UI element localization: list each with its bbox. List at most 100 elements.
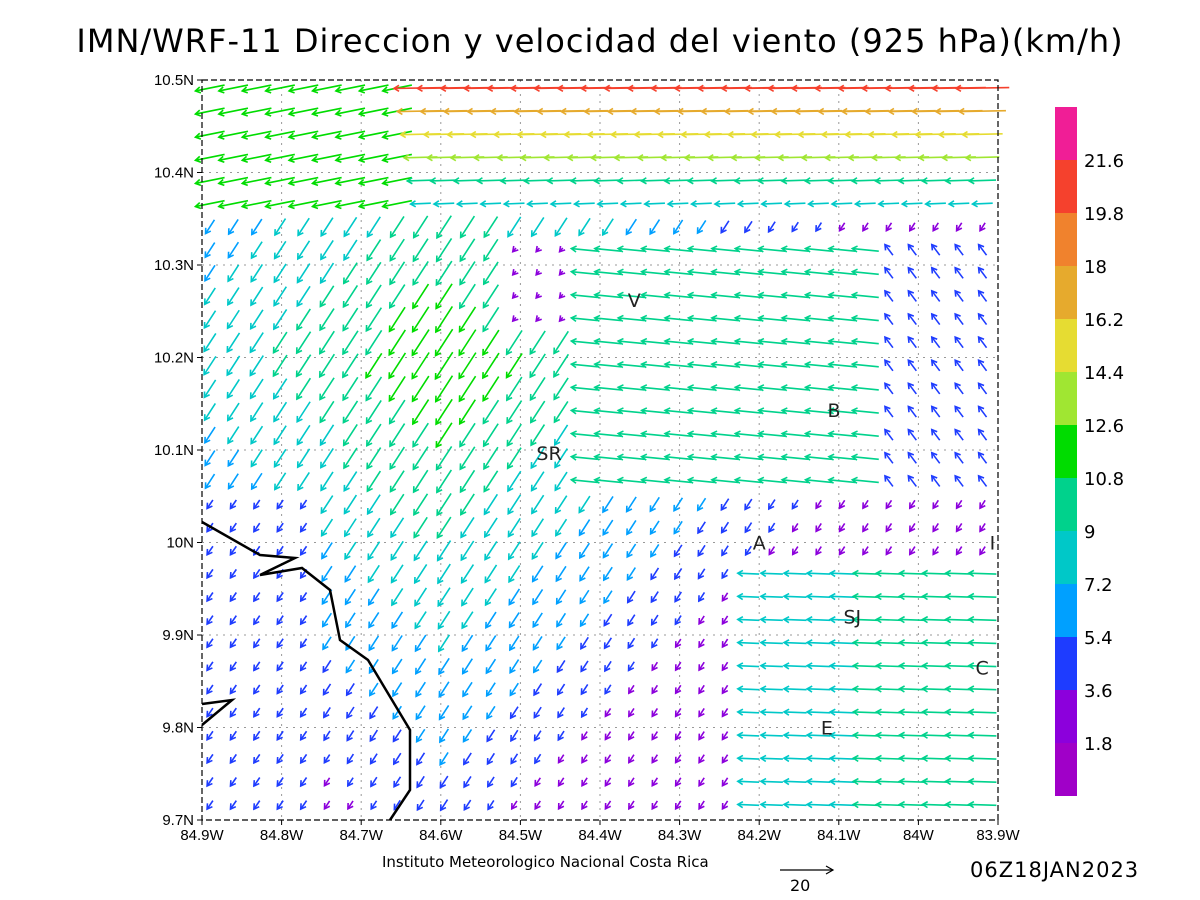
wind-vector bbox=[203, 287, 216, 306]
wind-vector bbox=[897, 685, 926, 693]
wind-vector bbox=[381, 176, 413, 187]
wind-vector bbox=[640, 268, 669, 276]
wind-vector bbox=[616, 337, 645, 346]
wind-vector bbox=[484, 540, 498, 561]
wind-vector bbox=[954, 451, 964, 464]
wind-vector bbox=[759, 639, 783, 647]
wind-vector bbox=[827, 407, 856, 415]
wind-vector bbox=[616, 291, 645, 299]
wind-vector bbox=[250, 425, 264, 445]
wind-vector bbox=[484, 564, 498, 584]
wind-vector bbox=[744, 220, 753, 234]
wind-vector bbox=[253, 615, 261, 626]
wind-vector bbox=[897, 800, 926, 809]
wind-vector bbox=[439, 752, 449, 767]
wind-vector bbox=[343, 518, 357, 538]
wind-vector bbox=[651, 684, 659, 695]
wind-vector bbox=[780, 407, 809, 415]
wind-vector bbox=[733, 177, 762, 185]
wind-vector bbox=[827, 384, 856, 392]
wind-vector bbox=[429, 177, 458, 185]
wind-vector bbox=[436, 540, 452, 562]
wind-vector bbox=[663, 245, 692, 253]
wind-vector bbox=[639, 177, 669, 185]
wind-vector bbox=[967, 754, 997, 763]
wind-vector bbox=[508, 588, 521, 606]
wind-vector bbox=[226, 332, 241, 354]
colorbar-swatch bbox=[1055, 531, 1077, 584]
wind-vector bbox=[435, 283, 453, 310]
wind-vector bbox=[721, 707, 729, 718]
wind-vector bbox=[226, 355, 241, 377]
wind-vector bbox=[452, 177, 481, 185]
wind-vector bbox=[954, 405, 964, 418]
wind-vector bbox=[944, 800, 973, 809]
wind-vector bbox=[253, 777, 261, 788]
wind-vector bbox=[459, 446, 476, 471]
wind-vector bbox=[803, 360, 833, 369]
wind-vector bbox=[885, 522, 893, 533]
wind-vector bbox=[557, 707, 565, 719]
wind-vector bbox=[640, 430, 669, 438]
wind-vector bbox=[206, 499, 214, 510]
wind-vector bbox=[413, 563, 428, 585]
wind-vector bbox=[710, 476, 739, 484]
wind-vector bbox=[227, 219, 239, 236]
wind-vector bbox=[736, 708, 760, 716]
wind-vector bbox=[640, 453, 669, 461]
wind-vector bbox=[206, 730, 214, 742]
wind-vector bbox=[674, 661, 682, 672]
wind-vector bbox=[581, 754, 588, 764]
wind-vector bbox=[907, 405, 917, 418]
wind-vector bbox=[299, 753, 308, 765]
wind-vector bbox=[555, 565, 567, 583]
wind-vector bbox=[979, 546, 986, 556]
wind-vector bbox=[549, 200, 572, 208]
wind-vector bbox=[710, 291, 739, 299]
wind-vector bbox=[853, 200, 876, 208]
wind-vector bbox=[649, 520, 660, 536]
wind-vector bbox=[413, 493, 429, 517]
wind-vector bbox=[977, 312, 988, 326]
wind-vector bbox=[483, 216, 499, 239]
wind-vector bbox=[930, 358, 941, 372]
wind-vector bbox=[321, 565, 333, 583]
wind-vector bbox=[482, 284, 500, 309]
wind-vector bbox=[736, 662, 760, 670]
wind-vector bbox=[759, 662, 783, 670]
wind-vector bbox=[297, 217, 310, 237]
wind-vector bbox=[686, 291, 715, 299]
wind-vector bbox=[803, 314, 833, 323]
wind-vector bbox=[721, 684, 729, 695]
wind-vector bbox=[805, 800, 831, 809]
wind-vector bbox=[627, 661, 635, 672]
wind-vector bbox=[273, 425, 287, 446]
wind-vector bbox=[698, 777, 705, 787]
wind-vector bbox=[505, 330, 523, 356]
wind-vector bbox=[319, 308, 335, 332]
wind-vector bbox=[484, 588, 497, 607]
wind-vector bbox=[389, 446, 406, 471]
wind-vector bbox=[736, 639, 760, 647]
wind-vector bbox=[579, 613, 590, 628]
wind-vector bbox=[686, 407, 715, 415]
wind-vector bbox=[954, 382, 964, 395]
wind-vector bbox=[412, 422, 429, 448]
wind-vector bbox=[580, 660, 589, 673]
wind-vector bbox=[907, 358, 917, 372]
wind-vector bbox=[342, 330, 359, 356]
wind-vector bbox=[851, 731, 878, 739]
wind-vector bbox=[365, 400, 382, 425]
wind-vector bbox=[217, 107, 249, 117]
wind-vector bbox=[229, 661, 237, 672]
wind-vector bbox=[640, 360, 669, 369]
wind-vector bbox=[535, 292, 542, 300]
wind-vector bbox=[483, 470, 499, 493]
wind-vector bbox=[486, 729, 496, 743]
wind-vector bbox=[367, 517, 381, 538]
wind-vector bbox=[276, 800, 284, 811]
wind-vector bbox=[459, 422, 476, 448]
place-label: A bbox=[753, 533, 766, 555]
wind-vector bbox=[851, 639, 878, 647]
wind-vector bbox=[369, 729, 379, 743]
